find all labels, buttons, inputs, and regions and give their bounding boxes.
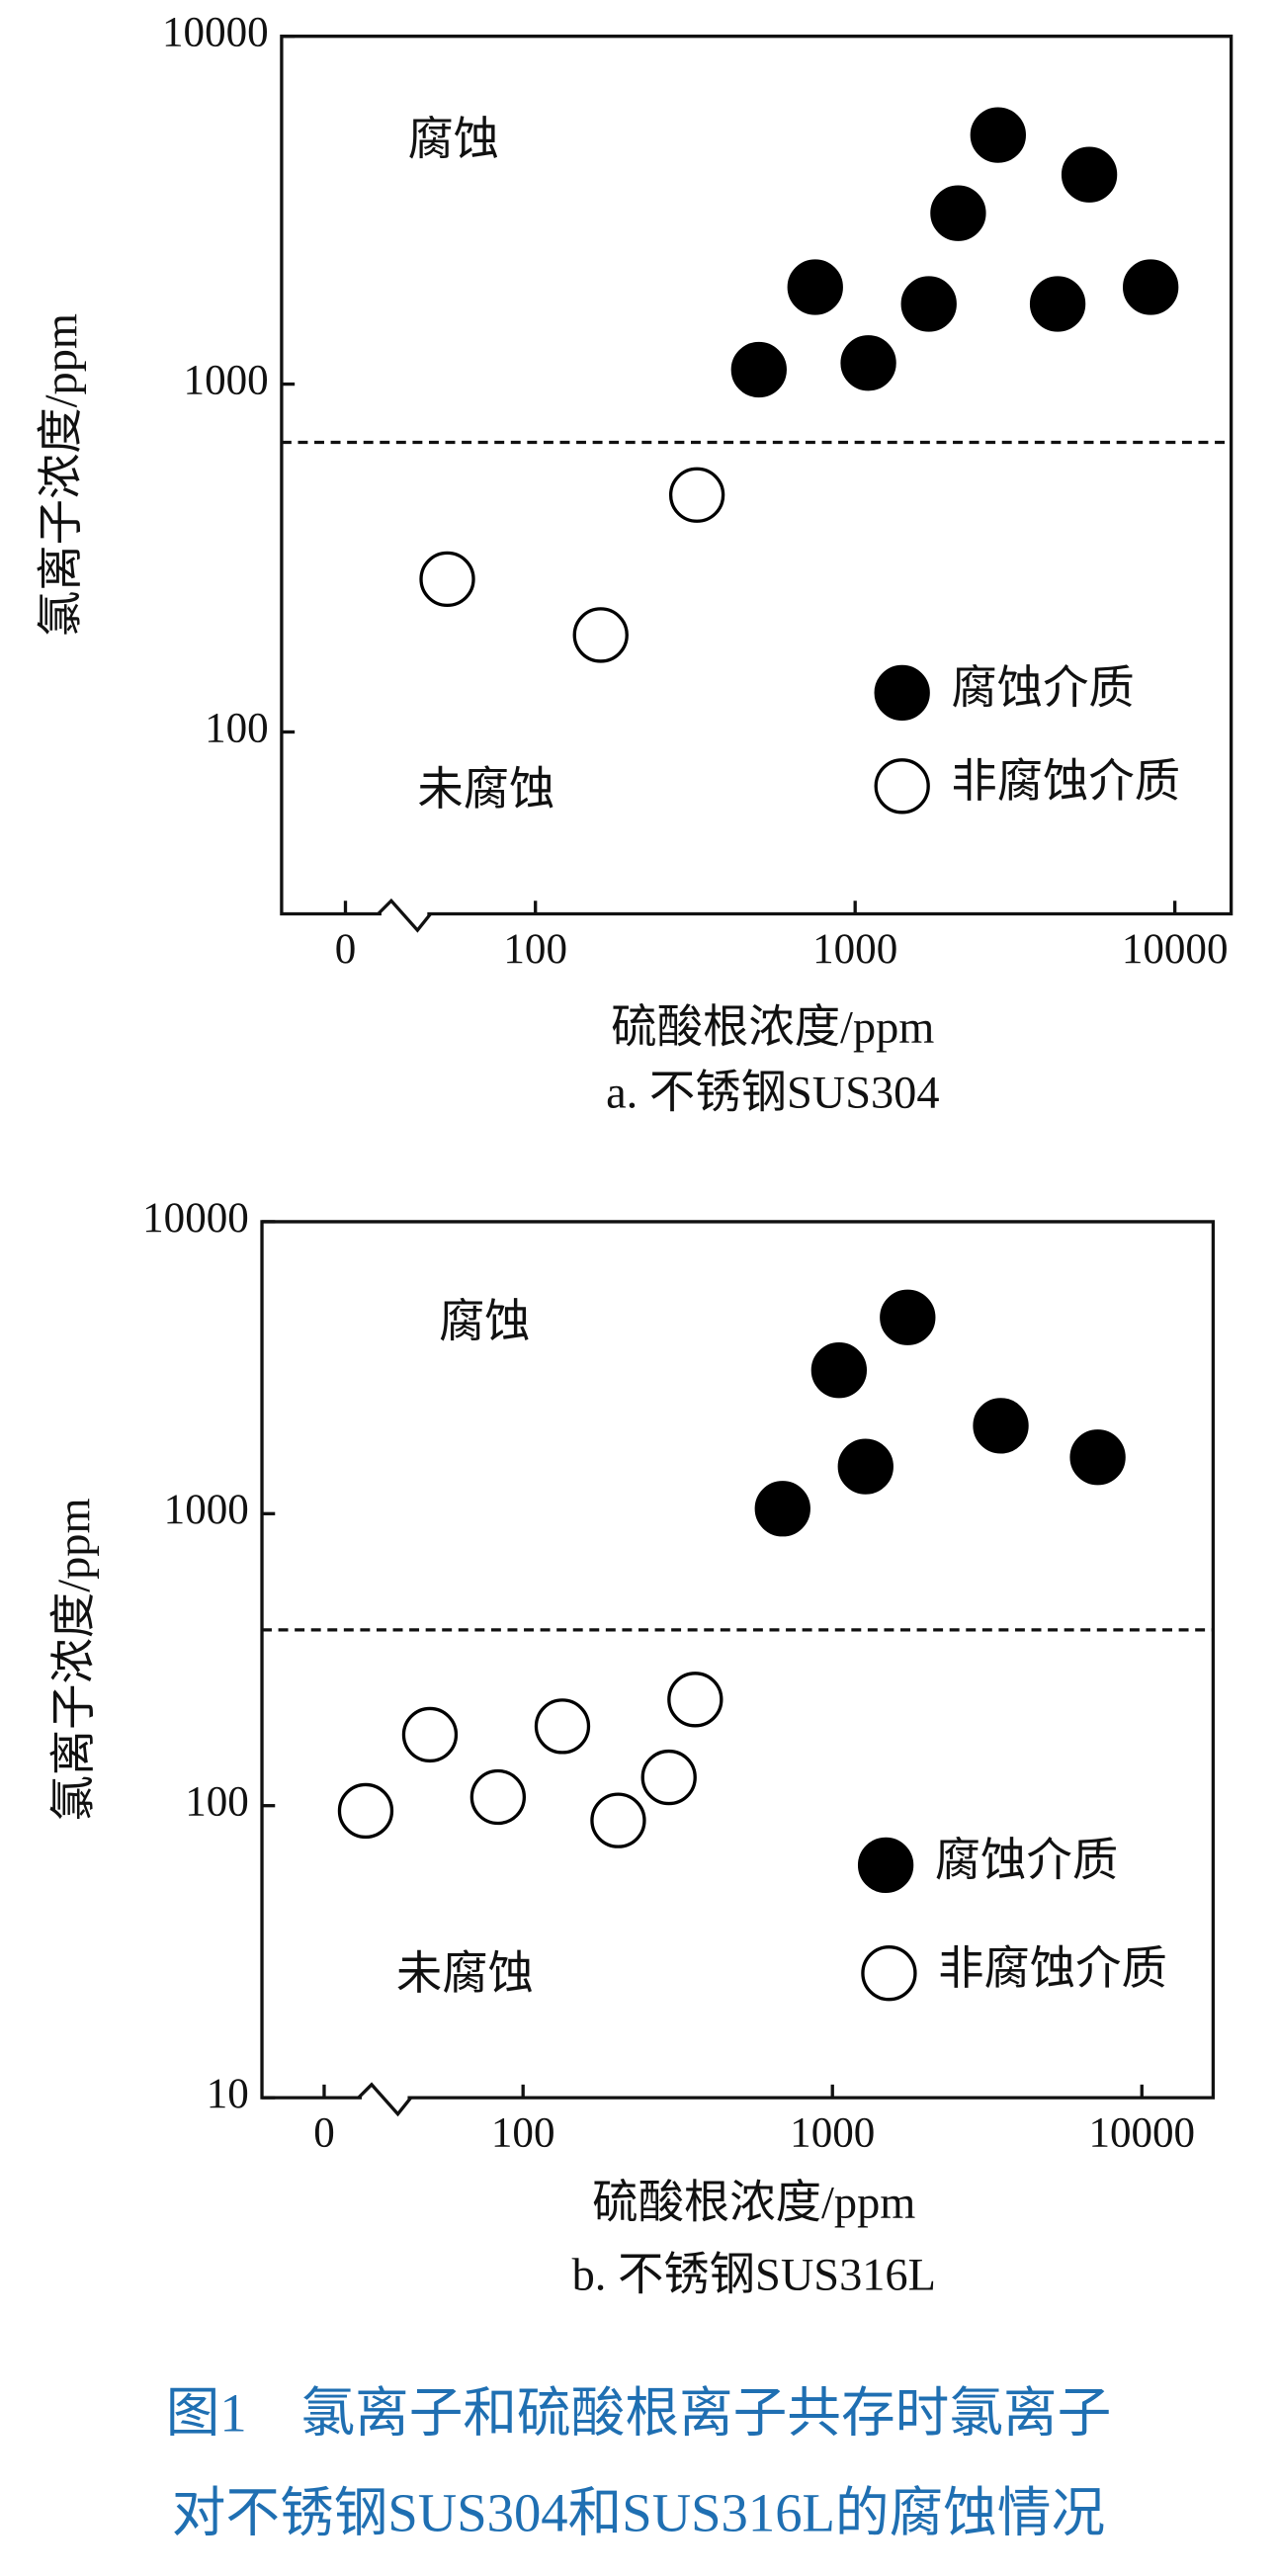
x-axis-label: 硫酸根浓度/ppm [611, 1002, 934, 1053]
scatter-point [787, 259, 843, 315]
scatter-point [401, 1706, 459, 1763]
scatter-point [880, 1289, 936, 1345]
y-axis-label: 氯离子浓度/ppm [49, 1498, 100, 1821]
y-tick-label: 100 [205, 705, 269, 751]
x-tick-label: 10000 [1088, 2110, 1195, 2157]
figure-caption: 图1 氯离子和硫酸根离子共存时氯离子 [166, 2382, 1112, 2443]
legend-label: 非腐蚀介质 [938, 1944, 1167, 1995]
legend-label: 非腐蚀介质 [951, 757, 1180, 808]
scatter-point [590, 1792, 646, 1848]
scatter-point [900, 276, 957, 332]
scatter-point [1061, 146, 1118, 203]
chart-caption: a. 不锈钢SUS304 [606, 1069, 939, 1119]
y-tick-label: 10 [207, 2071, 249, 2117]
x-tick-label: 1000 [812, 926, 897, 973]
y-tick-label: 1000 [164, 1487, 249, 1533]
scatter-point [930, 185, 986, 241]
scatter-point [1123, 259, 1179, 315]
annotation: 未腐蚀 [417, 765, 554, 816]
legend-marker [874, 664, 930, 722]
scatter-point [754, 1481, 810, 1537]
figure-caption: 对不锈钢SUS304和SUS316L的腐蚀情况 [172, 2482, 1105, 2542]
x-tick-label: 0 [313, 2110, 335, 2157]
x-tick-label: 100 [503, 926, 567, 973]
legend-marker [857, 1837, 914, 1894]
scatter-point [730, 341, 787, 398]
legend-label: 腐蚀介质 [951, 664, 1134, 715]
scatter-point [810, 1342, 868, 1399]
x-tick-label: 1000 [790, 2110, 875, 2157]
x-axis-label: 硫酸根浓度/ppm [592, 2179, 915, 2229]
chart: 100 1000 10000 0 100 1000 10000 硫酸根浓度/ppm 氯离子浓度/… [37, 10, 1234, 1119]
annotation: 未腐蚀 [396, 1949, 534, 2000]
x-tick-label: 10000 [1122, 926, 1229, 973]
y-tick-label: 10000 [162, 10, 269, 56]
axis-break [377, 898, 432, 933]
scatter-point [1029, 276, 1086, 332]
scatter-point [1069, 1429, 1126, 1486]
chart: 10 100 1000 10000 0 100 1000 10000 硫酸根浓度/ppm 氯离子浓… [49, 1195, 1216, 2301]
scatter-point [419, 551, 475, 608]
scatter-point [640, 1749, 697, 1806]
scatter-point [668, 467, 725, 523]
x-tick-label: 100 [491, 2110, 555, 2157]
x-tick-label: 0 [335, 926, 357, 973]
scatter-point [469, 1768, 527, 1826]
annotation: 腐蚀 [407, 116, 499, 166]
scatter-point [534, 1698, 591, 1755]
scatter-point [973, 1398, 1029, 1454]
scatter-point [337, 1782, 394, 1840]
y-axis-label: 氯离子浓度/ppm [37, 313, 87, 637]
legend-marker [861, 1945, 917, 2002]
scatter-point [970, 107, 1026, 163]
scatter-point [837, 1438, 894, 1495]
legend-label: 腐蚀介质 [935, 1837, 1118, 1887]
scatter-point [667, 1672, 724, 1728]
y-tick-label: 1000 [184, 357, 269, 403]
axis-frame [280, 35, 1234, 916]
y-tick-label: 10000 [142, 1195, 249, 1242]
legend-marker [874, 758, 930, 815]
annotation: 腐蚀 [439, 1298, 531, 1348]
chart-caption: b. 不锈钢SUS316L [572, 2251, 936, 2301]
axis-break [357, 2082, 413, 2117]
y-tick-label: 100 [185, 1779, 249, 1826]
scatter-point [840, 335, 896, 391]
scatter-point [572, 607, 629, 663]
